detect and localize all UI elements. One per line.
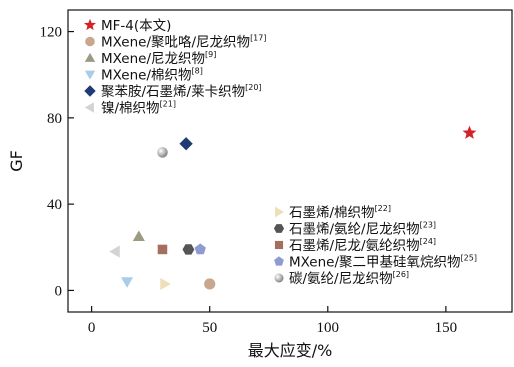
legend-marker [84,18,96,31]
legend-marker [274,240,284,250]
legend-marker [84,52,96,62]
x-tick-label: 100 [317,320,340,336]
legend-label: 聚苯胺/石墨烯/莱卡织物[20] [101,83,262,100]
data-point [160,277,171,291]
legend-label: 石墨烯/氨纶/尼龙织物[23] [289,221,436,238]
data-point [157,244,168,255]
legend-marker [85,36,95,47]
legend-marker [273,224,285,233]
legend-marker [84,85,96,97]
data-point [132,230,145,242]
plot-frame [67,9,513,313]
data-point [120,277,134,288]
data-point [194,243,206,255]
legend-label: MXene/聚二甲基硅氧烷织物[25] [289,254,477,271]
data-point [182,244,195,255]
data-point [179,137,193,151]
legend-label: 石墨烯/尼龙/氨纶织物[24] [289,237,436,254]
legend-label: 石墨烯/棉织物[22] [289,204,391,221]
legend-label: 镍/棉织物[21] [101,100,176,117]
x-tick-label: 150 [435,320,458,336]
y-tick-label: 40 [47,197,62,213]
y-tick-label: 120 [40,25,63,41]
legend-label: MXene/聚吡咯/尼龙织物[17] [101,34,266,51]
legend-marker [274,256,284,266]
legend-label: MF-4(本文) [101,18,171,34]
x-axis-title: 最大应变/% [248,341,333,360]
legend-marker [84,102,94,113]
x-tick-label: 50 [202,320,217,336]
legend-label: MXene/棉织物[8] [101,67,203,84]
data-point [157,147,168,158]
data-point [204,278,216,290]
y-tick-label: 80 [47,111,62,127]
legend-marker [84,70,96,80]
legend-label: 碳/氨纶/尼龙织物[26] [289,270,409,287]
y-tick-label: 0 [55,283,63,299]
legend-marker [274,273,284,283]
data-point [462,125,477,139]
y-axis-title: GF [7,150,26,172]
data-point [109,245,120,258]
legend-marker [275,206,285,218]
legend-label: MXene/尼龙织物[9] [101,50,216,67]
x-tick-label: 0 [88,320,96,336]
